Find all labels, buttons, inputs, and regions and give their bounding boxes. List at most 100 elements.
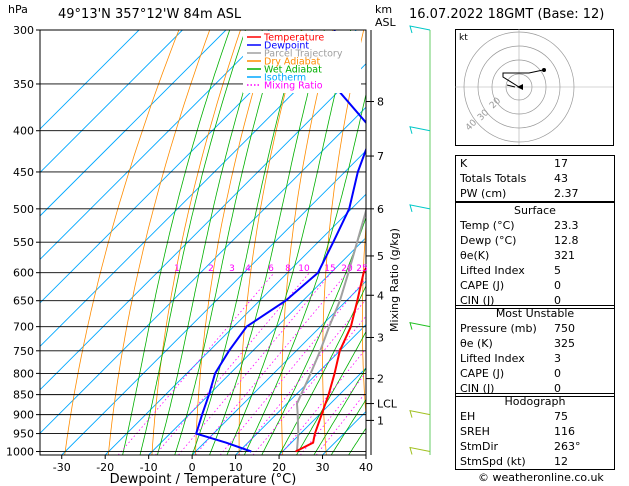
mixing-ratio-label: 15 (324, 264, 335, 274)
height-tick-label: 6 (377, 203, 384, 216)
unstable-row-pressure: Pressure (mb) 750 (456, 321, 614, 336)
index-value: 17 (554, 157, 568, 170)
height-tick-label: 4 (377, 289, 384, 302)
index-label: SREH (460, 425, 490, 438)
dewpoint-line (194, 30, 366, 453)
isotherm-line (40, 30, 227, 217)
wet-adiabat-line (157, 30, 263, 455)
asl-unit-label: ASL (375, 16, 396, 29)
mixing-ratio-axis-label: Mixing Ratio (g/kg) (388, 228, 401, 332)
pressure-tick-label: 900 (13, 409, 34, 422)
pressure-tick-label: 750 (13, 345, 34, 358)
index-label: Lifted Index (460, 352, 525, 365)
index-value: 750 (554, 322, 575, 335)
pressure-tick-label: 500 (13, 203, 34, 216)
index-label: Pressure (mb) (460, 322, 537, 335)
mixing-ratio-label: 8 (285, 264, 291, 274)
index-row-pw: PW (cm) 2.37 (456, 186, 614, 201)
pressure-tick-label: 400 (13, 125, 34, 138)
index-label: StmSpd (kt) (460, 455, 526, 468)
credit-label: © weatheronline.co.uk (478, 471, 604, 484)
isotherm-line (40, 30, 140, 130)
index-value: 12 (554, 455, 568, 468)
wet-adiabat-line (243, 92, 366, 455)
indices-most-unstable: Most Unstable Pressure (mb) 750 θe (K) 325… (455, 305, 615, 397)
height-tick-label: 1 (377, 414, 384, 427)
legend-item-label: Temperature (263, 33, 324, 44)
wind-barb (409, 204, 431, 212)
index-row-totals: Totals Totals 43 (456, 171, 614, 186)
wet-adiabat-line (139, 30, 246, 455)
hodograph-unit-label: kt (459, 33, 468, 43)
wet-adiabat-line (330, 398, 366, 455)
mixing-ratio-label: 25 (356, 264, 367, 274)
hodograph-trace (502, 69, 544, 88)
unstable-row-cin: CIN (J) 0 (456, 381, 614, 396)
index-label: CAPE (J) (460, 367, 505, 380)
height-tick-label: 2 (377, 373, 384, 386)
wind-barb (409, 409, 431, 418)
surface-row-temp: Temp (°C) 23.3 (456, 218, 614, 233)
wet-adiabat-line (296, 330, 366, 455)
index-label: Totals Totals (460, 172, 527, 185)
index-value: 325 (554, 337, 575, 350)
index-label: PW (cm) (460, 187, 507, 200)
surface-row-cape: CAPE (J) 0 (456, 278, 614, 293)
unstable-title: Most Unstable (495, 307, 575, 320)
wet-adiabat-line (278, 284, 366, 455)
surface-row-li: Lifted Index 5 (456, 263, 614, 278)
index-value: 0 (554, 279, 561, 292)
index-row-k: K 17 (456, 156, 614, 171)
temp-tick-label: 30 (316, 461, 330, 474)
mixing-ratio-label: 10 (298, 264, 310, 274)
index-label: EH (460, 410, 476, 423)
isotherm-line (278, 367, 366, 455)
temp-tick-label: -20 (96, 461, 114, 474)
pressure-tick-label: 300 (13, 24, 34, 37)
temp-tick-label: 20 (272, 461, 286, 474)
surface-row-dewp: Dewp (°C) 12.8 (456, 233, 614, 248)
storm-motion-marker (517, 84, 523, 90)
index-label: CAPE (J) (460, 279, 505, 292)
dry-adiabat-line (107, 30, 211, 455)
isotherm-line (40, 30, 183, 174)
wind-barb (409, 25, 431, 34)
dry-adiabat-line (64, 30, 180, 455)
pressure-tick-label: 600 (13, 267, 34, 280)
dry-adiabat-line (401, 30, 426, 455)
temp-tick-label: 10 (229, 461, 243, 474)
indices-hodograph: Hodograph EH 75 SREH 116 StmDir 263° StmSpd… (455, 393, 615, 470)
wet-adiabat-line (191, 30, 302, 455)
unstable-row-thetae: θe (K) 325 (456, 336, 614, 351)
wet-adiabat-line (209, 30, 325, 455)
index-label: θe (K) (460, 337, 493, 350)
pressure-tick-label: 700 (13, 321, 34, 334)
index-value: 5 (554, 264, 561, 277)
index-label: CIN (J) (460, 294, 495, 307)
wind-barb (409, 126, 431, 134)
index-value: 23.3 (554, 219, 579, 232)
index-value: 263° (554, 440, 581, 453)
legend-item-label: Isotherm (264, 73, 306, 84)
hodo-row-stmspd: StmSpd (kt) 12 (456, 454, 614, 469)
indices-surface: Surface Temp (°C) 23.3 Dewp (°C) 12.8 θe(K… (455, 202, 615, 309)
wet-adiabat-line (313, 367, 366, 455)
index-value: 116 (554, 425, 575, 438)
pressure-tick-label: 450 (13, 166, 34, 179)
pressure-tick-label: 650 (13, 295, 34, 308)
index-label: θe(K) (460, 249, 490, 262)
mixing-ratio-label: 6 (268, 264, 274, 274)
index-value: 43 (554, 172, 568, 185)
mixing-ratio-line (219, 277, 366, 455)
surface-row-cin: CIN (J) 0 (456, 293, 614, 308)
hodo-row-eh: EH 75 (456, 409, 614, 424)
hodo-title: Hodograph (504, 395, 566, 408)
height-tick-label: 3 (377, 331, 384, 344)
wet-adiabat-line (226, 30, 352, 455)
x-axis-label: Dewpoint / Temperature (°C) (110, 472, 297, 486)
hodo-row-stmdir: StmDir 263° (456, 439, 614, 454)
pressure-tick-label: 1000 (6, 446, 34, 459)
datetime-label: 16.07.2022 18GMT (Base: 12) (409, 7, 605, 22)
wet-adiabat-line (261, 216, 366, 455)
